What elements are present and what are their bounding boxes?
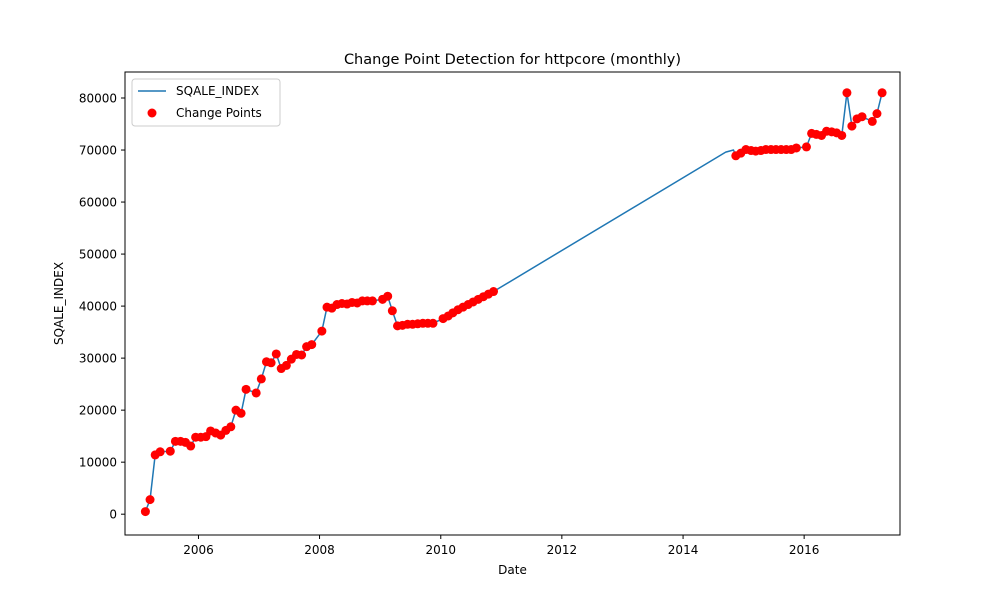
- y-tick-label: 10000: [79, 456, 117, 470]
- change-point-marker: [165, 446, 175, 456]
- legend-marker-swatch: [147, 108, 157, 118]
- x-axis: 2006 2008 2010 2012 2014 2016: [183, 535, 819, 557]
- change-point-marker: [256, 374, 266, 384]
- legend-label-change-points: Change Points: [176, 106, 262, 120]
- y-axis: 0 10000 20000 30000 40000 50000 60000 70000 8000…: [79, 92, 125, 522]
- change-point-marker: [872, 109, 882, 119]
- y-axis-label: SQALE_INDEX: [52, 262, 66, 345]
- plot-area: 2006 2008 2010 2012 2014 2016 0 10000 20000 3000…: [79, 71, 901, 557]
- change-point-marker: [857, 112, 867, 122]
- change-point-marker: [281, 360, 291, 370]
- legend-label-sqale-index: SQALE_INDEX: [176, 84, 259, 98]
- x-tick-label: 2014: [668, 543, 699, 557]
- chart-title: Change Point Detection for httpcore (mon…: [344, 52, 681, 68]
- y-tick-label: 60000: [79, 196, 117, 210]
- change-point-marker: [236, 408, 246, 418]
- y-tick-label: 50000: [79, 248, 117, 262]
- change-point-marker: [867, 116, 877, 126]
- change-point-marker: [387, 306, 397, 316]
- change-point-marker: [251, 388, 261, 398]
- change-point-marker: [877, 88, 887, 98]
- change-point-marker: [801, 142, 811, 152]
- change-point-marker: [271, 349, 281, 359]
- change-point-marker: [837, 130, 847, 140]
- change-point-marker: [266, 358, 276, 368]
- y-tick-label: 70000: [79, 144, 117, 158]
- y-tick-label: 0: [109, 508, 117, 522]
- x-tick-label: 2008: [304, 543, 335, 557]
- change-point-marker: [297, 350, 307, 360]
- change-point-marker: [847, 121, 857, 131]
- plot-frame: [124, 71, 901, 536]
- change-point-marker: [791, 143, 801, 153]
- x-tick-label: 2010: [425, 543, 456, 557]
- x-tick-label: 2012: [547, 543, 578, 557]
- legend-box: [131, 78, 281, 127]
- change-point-marker: [307, 340, 317, 350]
- change-point-marker: [367, 296, 377, 306]
- change-point-marker: [317, 326, 327, 336]
- change-point-marker: [145, 495, 155, 505]
- change-point-marker: [489, 287, 499, 297]
- x-tick-label: 2016: [789, 543, 820, 557]
- change-points-series: [140, 88, 887, 517]
- change-point-marker: [186, 441, 196, 451]
- change-point-marker: [155, 447, 165, 457]
- x-axis-label: Date: [498, 563, 527, 577]
- change-point-marker: [140, 507, 150, 517]
- y-tick-label: 80000: [79, 92, 117, 106]
- change-point-marker: [842, 88, 852, 98]
- change-point-marker: [226, 422, 236, 432]
- x-tick-label: 2006: [183, 543, 214, 557]
- change-point-marker: [383, 291, 393, 301]
- y-tick-label: 40000: [79, 300, 117, 314]
- legend: SQALE_INDEX Change Points: [131, 78, 281, 127]
- y-tick-label: 30000: [79, 352, 117, 366]
- y-tick-label: 20000: [79, 404, 117, 418]
- change-point-marker: [241, 384, 251, 394]
- change-point-marker: [428, 318, 438, 328]
